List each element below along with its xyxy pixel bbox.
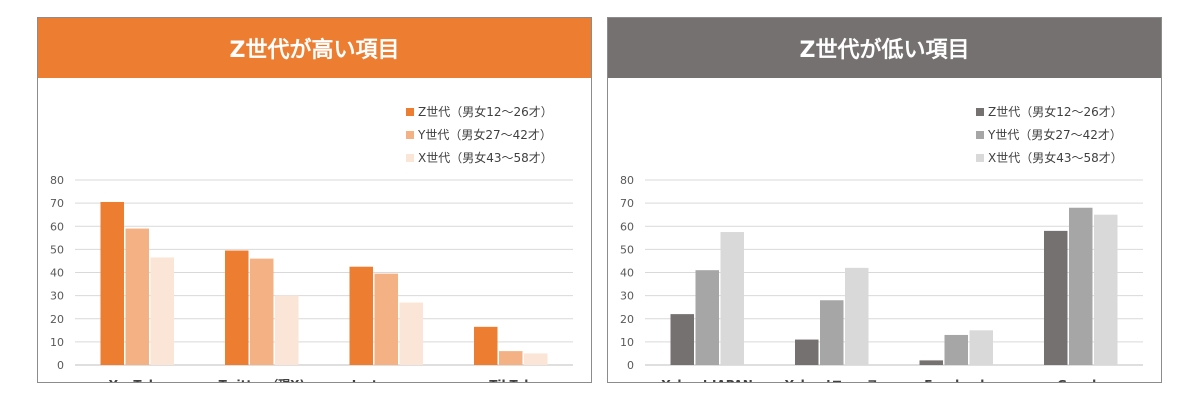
y-tick-label: 60 — [620, 220, 634, 233]
y-tick-label: 30 — [620, 290, 634, 303]
legend-swatch — [976, 108, 984, 116]
bar — [1044, 230, 1068, 365]
bar — [1069, 207, 1093, 365]
legend-label: Z世代（男女12〜26才） — [988, 104, 1123, 119]
bar — [225, 250, 249, 365]
chart-panel-high: Z世代が高い項目 0 10 20 30 40 50 60 70 80 YouTube Twitter… — [37, 17, 592, 383]
bar — [275, 295, 299, 365]
bar — [795, 339, 819, 365]
y-tick-label: 30 — [50, 290, 64, 303]
bar — [969, 330, 993, 365]
bar — [499, 351, 523, 365]
category-label: Twitter（現X) — [219, 377, 305, 383]
y-tick-label: 0 — [627, 359, 634, 372]
category-label: Instagram — [352, 378, 421, 383]
bar — [399, 302, 423, 365]
legend-label: X世代（男女43〜58才） — [988, 150, 1123, 165]
bar — [695, 270, 719, 365]
y-tick-label: 40 — [50, 267, 64, 280]
chart-title: Z世代が低い項目 — [799, 38, 970, 63]
legend-swatch — [406, 131, 414, 139]
chart-panel-low: Z世代が低い項目 0 10 20 30 40 50 60 70 80 Yahoo! JAPAN Ya… — [607, 17, 1162, 383]
y-tick-label: 40 — [620, 267, 634, 280]
y-tick-label: 80 — [50, 174, 64, 187]
category-label: Facebook — [924, 378, 989, 383]
legend-swatch — [976, 154, 984, 162]
bar — [100, 201, 124, 365]
bar — [845, 267, 869, 365]
y-tick-label: 50 — [50, 243, 64, 256]
category-label: Google — [1057, 378, 1104, 383]
bar — [670, 314, 694, 365]
category-label: Yahoo! JAPAN — [661, 378, 753, 383]
y-tick-label: 20 — [620, 313, 634, 326]
category-label: TikTok — [489, 378, 533, 383]
y-tick-label: 0 — [57, 359, 64, 372]
bar-chart-low: 0 10 20 30 40 50 60 70 80 Yahoo! JAPAN Yahoo!ニュース F… — [620, 104, 1143, 383]
chart-title-banner: Z世代が低い項目 — [608, 18, 1161, 78]
bar — [944, 334, 968, 365]
category-label: YouTube — [108, 378, 166, 383]
bar — [1094, 214, 1118, 365]
bar — [250, 258, 274, 365]
legend-label: Y世代（男女27〜42才） — [417, 127, 552, 142]
y-tick-label: 50 — [620, 243, 634, 256]
y-tick-label: 80 — [620, 174, 634, 187]
bar — [524, 353, 548, 365]
y-tick-label: 70 — [50, 197, 64, 210]
y-tick-label: 10 — [620, 336, 634, 349]
legend-swatch — [976, 131, 984, 139]
legend-label: Z世代（男女12〜26才） — [418, 104, 553, 119]
chart-title: Z世代が高い項目 — [229, 38, 400, 63]
legend-swatch — [406, 154, 414, 162]
bar — [150, 257, 174, 365]
bar — [374, 273, 398, 365]
legend-swatch — [406, 108, 414, 116]
y-tick-label: 70 — [620, 197, 634, 210]
y-tick-label: 20 — [50, 313, 64, 326]
y-tick-label: 60 — [50, 220, 64, 233]
bar — [820, 300, 844, 365]
y-tick-label: 10 — [50, 336, 64, 349]
bar — [125, 228, 149, 365]
bar — [349, 266, 373, 365]
chart-title-banner: Z世代が高い項目 — [38, 18, 591, 78]
bar — [474, 326, 498, 365]
bar-chart-high: 0 10 20 30 40 50 60 70 80 YouTube Twitter（現X) Insta… — [50, 104, 573, 383]
legend-label: Y世代（男女27〜42才） — [987, 127, 1122, 142]
bar — [720, 232, 744, 365]
legend-label: X世代（男女43〜58才） — [418, 150, 553, 165]
bar — [919, 360, 943, 365]
category-label: Yahoo!ニュース — [784, 378, 879, 383]
